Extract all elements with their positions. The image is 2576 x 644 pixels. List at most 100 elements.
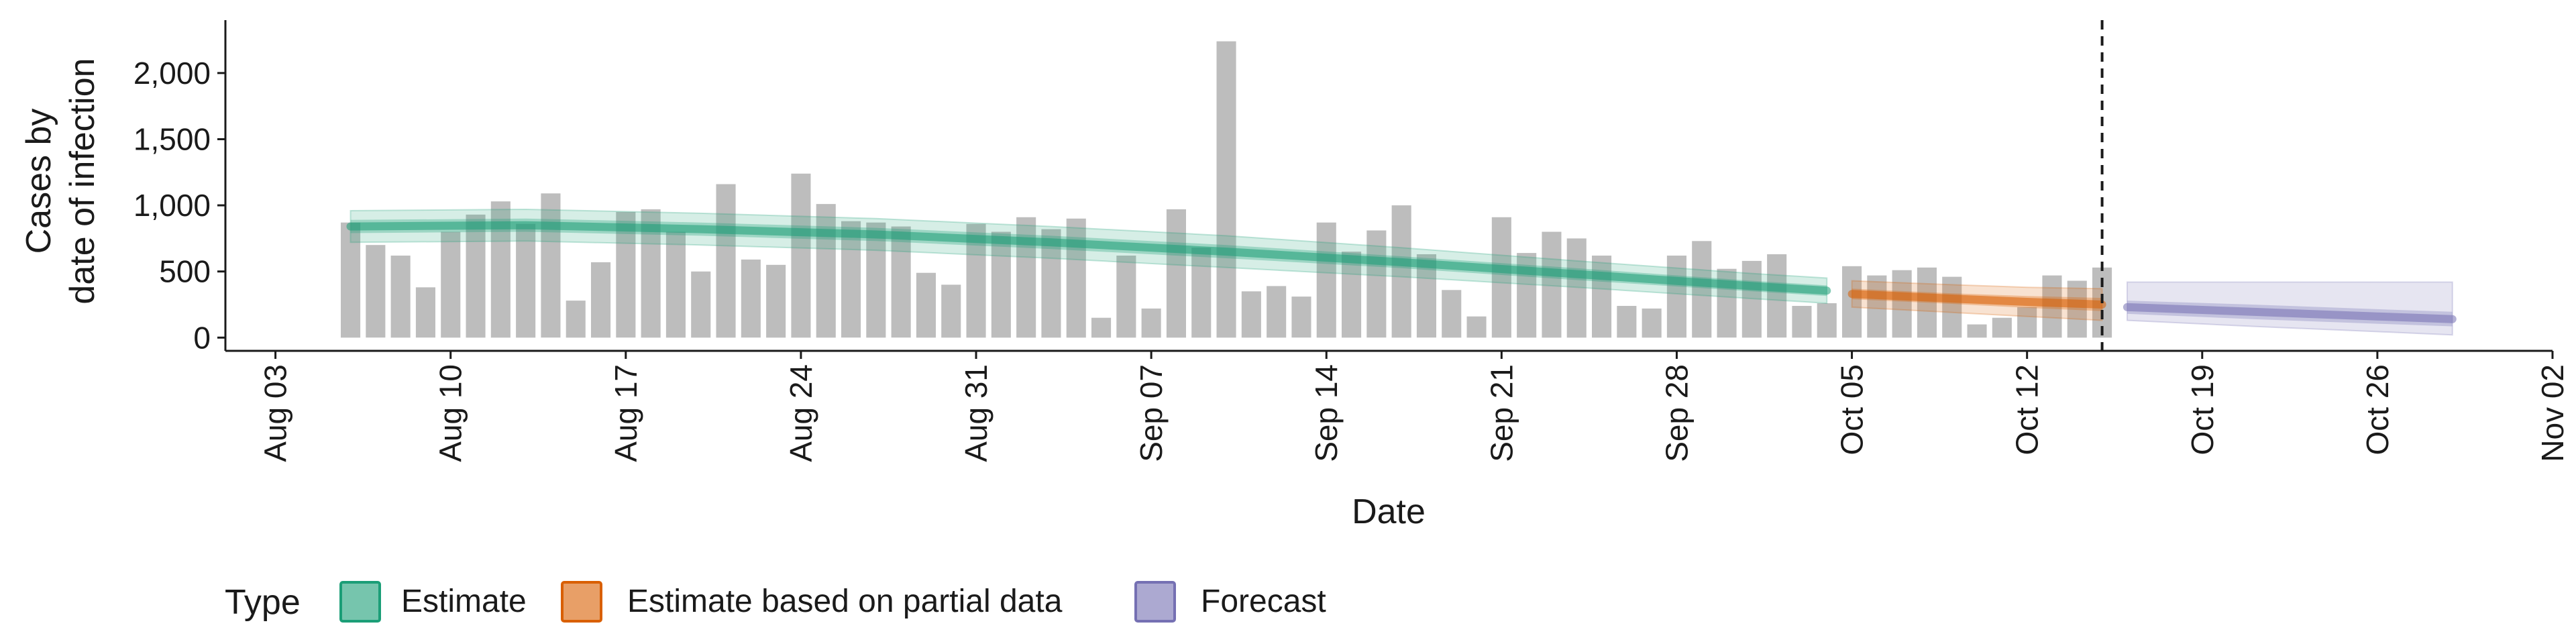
case-bar [1241, 291, 1261, 338]
x-axis-ticks: Aug 03 Aug 10 Aug 17 Aug 24 Aug 31 Sep 07 Sep … [258, 351, 2570, 462]
case-bar [1091, 317, 1112, 338]
case-bar [415, 287, 435, 338]
case-bar [1566, 238, 1587, 338]
case-bar [1642, 308, 1662, 338]
case-bar [1041, 229, 1061, 338]
case-bar [1466, 316, 1487, 338]
case-bar [1316, 222, 1336, 338]
x-tick-label: Oct 19 [2185, 364, 2220, 455]
legend-label-estimate: Estimate [401, 584, 527, 619]
case-bar [366, 245, 386, 338]
case-bar [541, 193, 561, 338]
case-bar [866, 222, 886, 338]
x-tick-label: Sep 07 [1134, 364, 1169, 462]
case-bar [1792, 306, 1812, 338]
legend-label-partial: Estimate based on partial data [627, 584, 1063, 619]
y-tick-label: 2,000 [133, 56, 211, 91]
y-axis-title-line-1: Cases by [19, 109, 58, 254]
partial-estimate-median-line [1847, 290, 2106, 309]
case-bar [591, 262, 611, 338]
case-bar [1692, 241, 1712, 338]
y-axis-ticks: 0 500 1,000 1,500 2,000 [133, 56, 225, 355]
forecast-median-line [2123, 303, 2457, 323]
case-bar [1391, 205, 1411, 338]
y-tick-label: 500 [159, 254, 211, 289]
case-bar [390, 256, 411, 338]
case-bar [1116, 256, 1136, 338]
case-bar [341, 222, 361, 338]
case-bar [941, 284, 961, 338]
case-bar [1967, 324, 1987, 338]
case-bar [1917, 267, 1937, 338]
case-bar [1342, 252, 1362, 338]
x-tick-label: Aug 17 [608, 364, 643, 462]
x-tick-label: Sep 14 [1309, 364, 1344, 462]
case-bar [1892, 270, 1912, 338]
x-tick-label: Oct 12 [2010, 364, 2045, 455]
case-bar [1942, 276, 1962, 338]
case-bar [1842, 266, 1862, 338]
y-axis-title-line-2: date of infection [63, 58, 102, 304]
case-bar [1267, 286, 1287, 338]
case-bar [1216, 41, 1236, 338]
x-tick-label: Oct 26 [2360, 364, 2395, 455]
case-bar [1291, 297, 1311, 338]
case-bar [766, 264, 786, 338]
plot-area [341, 20, 2457, 351]
x-tick-label: Aug 03 [258, 364, 293, 462]
x-axis-title: Date [1352, 492, 1426, 531]
forecast-outer-band [2126, 281, 2453, 336]
case-bar [816, 204, 836, 338]
case-bar [1442, 290, 1462, 338]
case-bar [691, 271, 711, 338]
case-bar [1767, 254, 1787, 338]
x-tick-label: Aug 24 [784, 364, 818, 462]
estimate-median-line [346, 221, 1831, 295]
x-tick-label: Aug 31 [959, 364, 994, 462]
case-bar [1141, 308, 1161, 338]
case-bar [2017, 307, 2037, 338]
case-bar [1366, 230, 1387, 338]
case-bar [1817, 303, 1837, 338]
case-bar [1666, 256, 1686, 338]
case-bar [466, 214, 486, 338]
case-bar [1491, 217, 1511, 338]
x-tick-label: Aug 10 [433, 364, 468, 462]
case-bar [516, 223, 536, 338]
case-bar [891, 226, 911, 338]
case-bar [441, 231, 461, 338]
x-tick-label: Sep 28 [1660, 364, 1695, 462]
legend-title: Type [225, 583, 301, 622]
legend: Type Estimate Estimate based on partial … [225, 581, 1326, 623]
case-bar [1191, 248, 1212, 338]
case-bar [616, 211, 636, 338]
x-tick-label: Nov 02 [2535, 364, 2570, 462]
case-bar [1992, 317, 2012, 338]
case-bar [1066, 218, 1086, 338]
y-tick-label: 1,500 [133, 121, 211, 156]
case-bar [916, 272, 936, 338]
case-bar [566, 301, 586, 338]
legend-key-estimate [339, 581, 381, 623]
case-bar [665, 231, 686, 338]
case-bar [1166, 209, 1186, 338]
case-bar [991, 231, 1011, 338]
legend-key-forecast [1134, 581, 1176, 623]
case-bar [841, 221, 861, 338]
y-tick-label: 1,000 [133, 188, 211, 223]
case-bar [791, 173, 811, 338]
legend-label-forecast: Forecast [1201, 584, 1326, 619]
x-tick-label: Sep 21 [1484, 364, 1519, 462]
legend-key-partial [561, 581, 602, 623]
case-bar [716, 184, 736, 338]
case-bar [2067, 280, 2087, 338]
case-bar [1617, 306, 1637, 338]
case-bar [1542, 231, 1562, 338]
case-bar [1741, 260, 1762, 338]
case-bar [741, 259, 761, 338]
case-bar [1867, 275, 1887, 338]
x-tick-label: Oct 05 [1835, 364, 1870, 455]
case-bar [1592, 256, 1612, 338]
y-tick-label: 0 [193, 320, 211, 355]
